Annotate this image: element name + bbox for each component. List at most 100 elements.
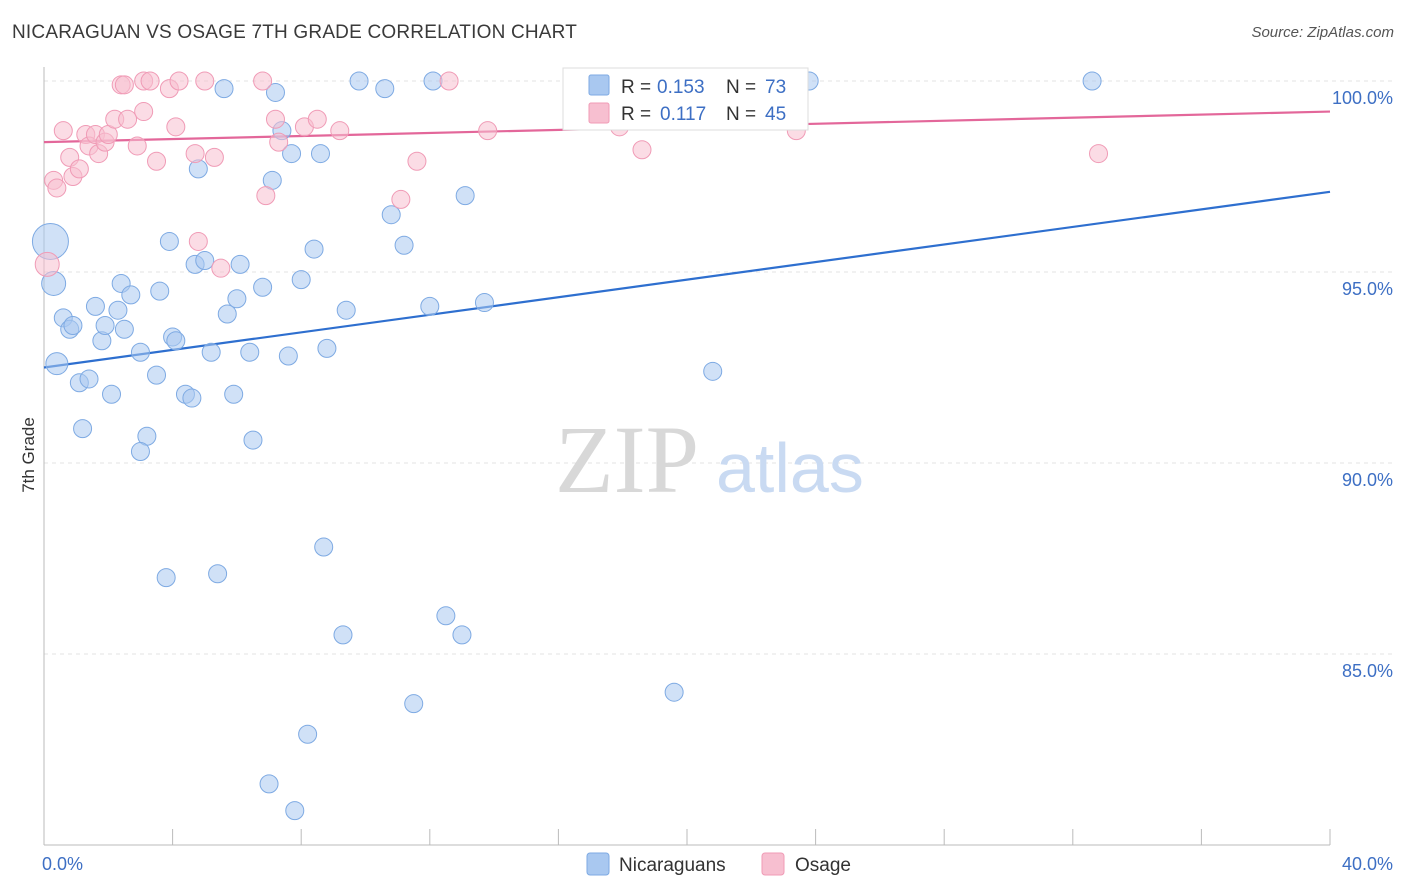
point-osage-0 xyxy=(34,251,60,277)
point-nicaraguans-66 xyxy=(474,293,494,313)
point-osage-23 xyxy=(166,117,186,137)
point-nicaraguans-19 xyxy=(130,442,150,462)
legend-n-value-2: 45 xyxy=(765,104,786,125)
watermark: ZIP atlas xyxy=(555,406,864,513)
point-osage-39 xyxy=(439,71,459,91)
point-nicaraguans-40 xyxy=(253,277,273,297)
legend-swatch-nicaraguans xyxy=(588,74,610,96)
point-osage-24 xyxy=(169,71,189,91)
point-osage-32 xyxy=(265,109,285,129)
point-osage-25 xyxy=(185,144,205,164)
y-tick-labels: 100.0% 95.0% 90.0% 85.0% xyxy=(1332,88,1393,681)
y-tick-label-3: 85.0% xyxy=(1342,661,1393,681)
point-nicaraguans-32 xyxy=(208,564,228,584)
trend-lines xyxy=(43,110,1331,369)
watermark-atlas: atlas xyxy=(716,429,864,507)
point-osage-29 xyxy=(211,258,231,278)
point-osage-38 xyxy=(407,151,427,171)
data-points xyxy=(31,71,1109,821)
series-legend: Nicaraguans Osage xyxy=(586,852,851,876)
point-osage-31 xyxy=(256,186,276,206)
point-osage-18 xyxy=(134,102,154,122)
axes xyxy=(43,67,1331,846)
point-nicaraguans-9 xyxy=(85,296,105,316)
correlation-legend: R = 0.153 N = 73 R = 0.117 N = 45 xyxy=(562,67,809,131)
point-nicaraguans-49 xyxy=(298,724,318,744)
point-nicaraguans-37 xyxy=(227,289,247,309)
bottom-legend-swatch-osage xyxy=(761,852,785,876)
point-nicaraguans-31 xyxy=(201,342,221,362)
point-nicaraguans-61 xyxy=(420,296,440,316)
point-nicaraguans-8 xyxy=(79,369,99,389)
point-nicaraguans-35 xyxy=(224,384,244,404)
chart-title: NICARAGUAN VS OSAGE 7TH GRADE CORRELATIO… xyxy=(12,22,578,43)
y-tick-label-1: 95.0% xyxy=(1342,279,1393,299)
point-osage-21 xyxy=(147,151,167,171)
legend-r-label-1: R = xyxy=(621,77,651,98)
point-osage-16 xyxy=(118,109,138,129)
point-nicaraguans-52 xyxy=(314,537,334,557)
point-nicaraguans-12 xyxy=(102,384,122,404)
point-osage-6 xyxy=(69,159,89,179)
point-nicaraguans-54 xyxy=(333,625,353,645)
point-osage-35 xyxy=(307,109,327,129)
point-nicaraguans-36 xyxy=(230,254,250,274)
point-osage-15 xyxy=(114,75,134,95)
point-nicaraguans-34 xyxy=(217,304,237,324)
y-tick-label-0: 100.0% xyxy=(1332,88,1393,108)
point-nicaraguans-22 xyxy=(156,568,176,588)
point-nicaraguans-72 xyxy=(1082,71,1102,91)
x-tick-label-0: 0.0% xyxy=(42,854,83,874)
x-tick-labels: 0.0% 40.0% xyxy=(42,854,1393,874)
point-osage-30 xyxy=(253,71,273,91)
point-nicaraguans-47 xyxy=(285,801,305,821)
legend-r-value-2: 0.117 xyxy=(660,104,706,125)
point-nicaraguans-21 xyxy=(150,281,170,301)
point-nicaraguans-39 xyxy=(243,430,263,450)
trend-line-nicaraguans xyxy=(43,190,1331,369)
point-nicaraguans-16 xyxy=(121,285,141,305)
point-osage-40 xyxy=(478,121,498,141)
point-nicaraguans-51 xyxy=(310,144,330,164)
point-nicaraguans-55 xyxy=(336,300,356,320)
y-axis-title: 7th Grade xyxy=(19,417,38,493)
point-nicaraguans-23 xyxy=(159,231,179,251)
point-nicaraguans-5 xyxy=(63,315,83,335)
point-nicaraguans-33 xyxy=(214,79,234,99)
point-osage-27 xyxy=(195,71,215,91)
point-osage-17 xyxy=(127,136,147,156)
point-nicaraguans-64 xyxy=(452,625,472,645)
point-nicaraguans-27 xyxy=(182,388,202,408)
point-nicaraguans-30 xyxy=(195,251,215,271)
point-nicaraguans-11 xyxy=(95,315,115,335)
bottom-legend-swatch-nicaraguans xyxy=(586,852,610,876)
watermark-zip: ZIP xyxy=(555,406,699,513)
legend-n-label-2: N = xyxy=(726,104,756,125)
legend-r-value-1: 0.153 xyxy=(657,77,705,98)
point-nicaraguans-63 xyxy=(436,606,456,626)
point-osage-42 xyxy=(632,140,652,160)
point-nicaraguans-68 xyxy=(664,682,684,702)
point-nicaraguans-46 xyxy=(282,144,302,164)
point-osage-37 xyxy=(391,189,411,209)
point-nicaraguans-7 xyxy=(73,419,93,439)
point-nicaraguans-15 xyxy=(114,319,134,339)
point-nicaraguans-43 xyxy=(265,82,285,102)
point-nicaraguans-59 xyxy=(394,235,414,255)
bottom-legend-label-osage: Osage xyxy=(795,855,851,876)
point-nicaraguans-20 xyxy=(147,365,167,385)
legend-n-value-1: 73 xyxy=(765,77,786,98)
point-osage-44 xyxy=(1089,144,1109,164)
legend-r-label-2: R = xyxy=(621,104,651,125)
point-nicaraguans-57 xyxy=(375,79,395,99)
point-osage-2 xyxy=(47,178,67,198)
source-credit: Source: ZipAtlas.com xyxy=(1251,24,1394,41)
point-nicaraguans-69 xyxy=(703,361,723,381)
point-osage-28 xyxy=(204,147,224,167)
point-osage-3 xyxy=(53,121,73,141)
point-nicaraguans-17 xyxy=(130,342,150,362)
point-nicaraguans-2 xyxy=(45,352,69,376)
legend-swatch-osage xyxy=(588,102,610,124)
point-nicaraguans-58 xyxy=(381,205,401,225)
